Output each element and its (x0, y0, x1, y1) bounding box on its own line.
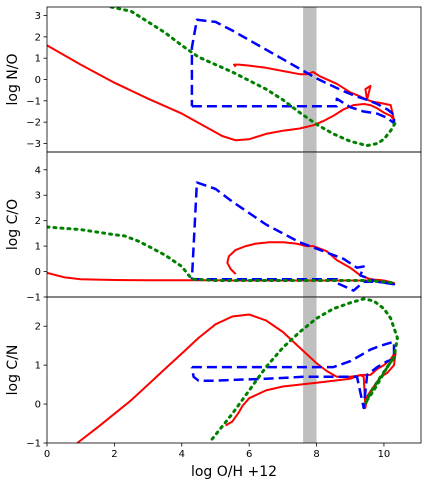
x-tick-label: 8 (313, 449, 319, 460)
series-line-dashed (190, 18, 396, 125)
y-tick-label: −3 (26, 139, 41, 150)
y-axis-label: log N/O (5, 53, 21, 105)
panel-1: −3 −2 −1 0 1 2 3 log N/O (5, 6, 422, 153)
y-axis-label: log C/O (5, 199, 21, 250)
y-tick-label: −2 (26, 118, 41, 129)
y-tick-label: 2 (35, 32, 41, 43)
y-tick-label: 1 (35, 54, 41, 65)
y-tick-label: 1 (35, 361, 41, 372)
y-tick-label: 2 (35, 216, 41, 227)
shaded-band (303, 7, 317, 152)
y-tick-label: 1 (35, 242, 41, 253)
y-tick-label: 3 (35, 191, 41, 202)
axes-frame (46, 296, 422, 444)
y-tick-label: −1 (26, 96, 41, 107)
series-line-dotted (210, 297, 399, 441)
y-tick-label: 4 (35, 165, 41, 176)
y-tick-label: −1 (26, 439, 41, 450)
y-tick-label: 0 (35, 75, 41, 86)
series-line-dotted (47, 225, 396, 285)
y-tick-label: 0 (35, 400, 41, 411)
y-tick-label: 0 (35, 267, 41, 278)
series-line-dashed (190, 181, 396, 292)
y-tick-label: 2 (35, 322, 41, 333)
axes-frame (46, 6, 422, 153)
axes-frame (46, 151, 422, 298)
x-tick-label: 2 (111, 449, 117, 460)
x-axis-label: log O/H +12 (191, 464, 277, 480)
panel-2: −1 0 1 2 3 4 log C/O (5, 151, 422, 304)
x-tick-label: 6 (246, 449, 252, 460)
series-line-dotted (109, 7, 398, 148)
x-tick-label: 0 (44, 449, 50, 460)
x-tick-label: 10 (378, 449, 391, 460)
shaded-band (303, 152, 317, 297)
plot-area (76, 297, 399, 443)
y-tick-label: 3 (35, 11, 41, 22)
series-line-solid (47, 241, 395, 284)
y-axis-label: log C/N (5, 345, 21, 396)
series-line-solid (47, 44, 395, 142)
plot-area (47, 152, 396, 297)
y-tick-label: −1 (26, 293, 41, 304)
series-line-dashed (190, 340, 396, 410)
x-tick-label: 4 (179, 449, 185, 460)
shaded-band (303, 297, 317, 443)
plot-area (47, 7, 398, 152)
